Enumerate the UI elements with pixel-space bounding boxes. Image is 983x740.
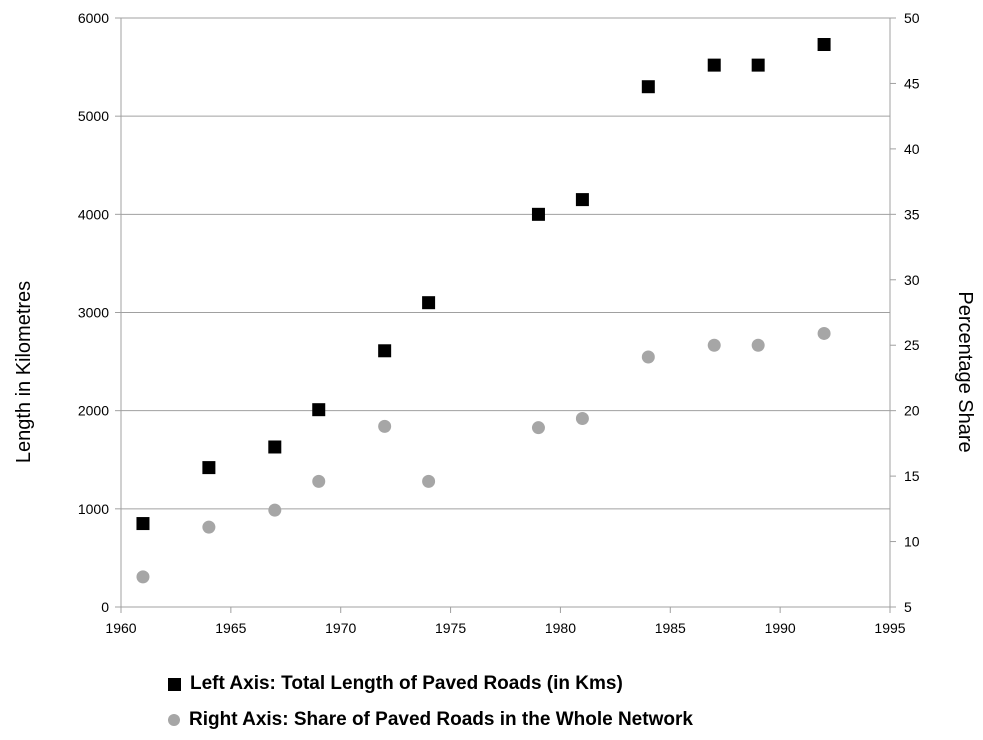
y-tick-label: 6000 (78, 10, 109, 26)
legend-label-share: Right Axis: Share of Paved Roads in the … (189, 709, 693, 730)
share-point (751, 338, 765, 352)
y2-tick-label: 5 (904, 599, 912, 615)
share-point (575, 412, 589, 426)
share-point (136, 570, 150, 584)
x-tick-label: 1985 (655, 620, 686, 636)
y2-tick-label: 50 (904, 10, 920, 26)
data-points (136, 38, 831, 584)
length-point (575, 193, 589, 207)
y-tick-label: 4000 (78, 206, 109, 222)
length-point (751, 58, 765, 72)
x-tick-label: 1960 (105, 620, 136, 636)
y-axis-title: Length in Kilometres (13, 281, 35, 463)
y2-tick-label: 30 (904, 272, 920, 288)
length-point (268, 440, 282, 454)
y-tick-label: 1000 (78, 501, 109, 517)
x-tick-label: 1975 (435, 620, 466, 636)
length-point (707, 58, 721, 72)
y2-tick-label: 20 (904, 403, 920, 419)
legend-item-share: Right Axis: Share of Paved Roads in the … (168, 702, 693, 738)
length-point (641, 80, 655, 94)
share-point (817, 326, 831, 340)
legend-label-length: Left Axis: Total Length of Paved Roads (… (190, 673, 623, 694)
share-point (422, 474, 436, 488)
y2-tick-label: 10 (904, 534, 920, 550)
y-tick-label: 3000 (78, 305, 109, 321)
length-point (136, 517, 150, 531)
x-tick-label: 1965 (215, 620, 246, 636)
length-point (312, 403, 326, 417)
share-point (641, 350, 655, 364)
gridlines (121, 17, 890, 510)
legend-circle-marker (168, 714, 180, 726)
y2-axis-title: Percentage Share (954, 291, 976, 452)
y-tick-label: 5000 (78, 108, 109, 124)
share-point (707, 338, 721, 352)
y2-tick-label: 35 (904, 206, 920, 222)
share-point (531, 421, 545, 435)
share-point (202, 520, 216, 534)
length-point (202, 461, 216, 475)
legend: Left Axis: Total Length of Paved Roads (… (168, 666, 693, 738)
y2-tick-label: 15 (904, 468, 920, 484)
axes (115, 17, 896, 613)
legend-square-marker (168, 677, 181, 691)
y-tick-label: 2000 (78, 403, 109, 419)
tick-labels: 0 1000 2000 3000 4000 5000 6000 5 10 15 20 25 30 35 40… (78, 10, 920, 636)
y2-tick-label: 45 (904, 75, 920, 91)
share-point (378, 419, 392, 433)
length-point (817, 38, 831, 52)
length-point (422, 296, 436, 310)
length-point (378, 344, 392, 358)
x-tick-label: 1995 (874, 620, 905, 636)
y-tick-label: 0 (101, 599, 109, 615)
y2-tick-label: 25 (904, 337, 920, 353)
share-point (312, 474, 326, 488)
x-tick-label: 1980 (545, 620, 576, 636)
legend-item-length: Left Axis: Total Length of Paved Roads (… (168, 666, 693, 702)
share-point (268, 503, 282, 517)
x-tick-label: 1990 (765, 620, 796, 636)
x-tick-label: 1970 (325, 620, 356, 636)
length-point (531, 207, 545, 221)
y2-tick-label: 40 (904, 141, 920, 157)
